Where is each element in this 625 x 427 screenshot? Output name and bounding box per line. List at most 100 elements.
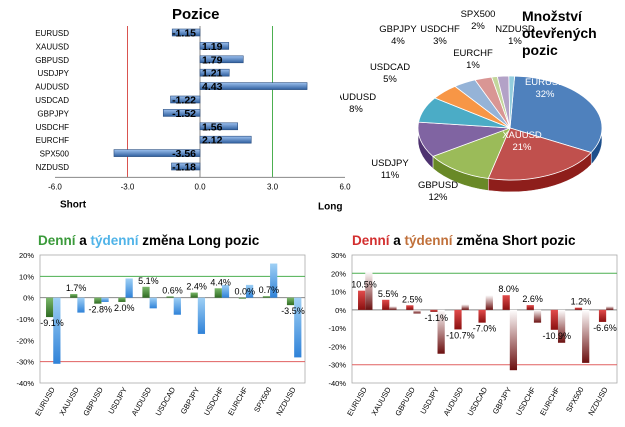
pie-label-name: USDCHF: [420, 24, 460, 35]
y-tick-label: -10%: [16, 315, 34, 324]
data-label: 0.6%: [162, 285, 183, 295]
data-label: -10.7%: [446, 330, 475, 340]
y-tick-label: -20%: [328, 342, 346, 351]
plot-area: [351, 254, 618, 384]
category-label: USDCHF: [36, 123, 69, 132]
weekly-bar: [197, 297, 206, 334]
data-label: 5.5%: [378, 289, 399, 299]
x-tick-label: 3.0: [267, 182, 279, 191]
pie-label-name: GBPJPY: [379, 24, 417, 35]
data-label: 2.5%: [402, 294, 423, 304]
pie-label-name: EURCHF: [453, 48, 493, 59]
pie-label-name: EURUSD: [525, 77, 565, 88]
category-label: EURCHF: [36, 136, 69, 145]
x-tick-label: 6.0: [339, 182, 351, 191]
category-label: NZDUSD: [274, 385, 298, 417]
data-label: 1.56: [202, 121, 223, 133]
x-tick-label: -3.0: [121, 182, 135, 191]
daily-bar: [142, 286, 150, 298]
weekly-bar: [413, 309, 421, 314]
y-tick-label: -40%: [328, 379, 346, 388]
pie-label-value: 12%: [428, 192, 448, 203]
long-change-title: Denní a týdenní změna Long pozic: [38, 233, 259, 248]
weekly-bar: [606, 306, 614, 310]
category-label: GBPJPY: [179, 386, 202, 416]
title-and-word: a: [389, 233, 405, 248]
daily-bar: [550, 309, 558, 330]
pie-label-value: 8%: [349, 104, 363, 115]
y-tick-label: -20%: [16, 336, 34, 345]
pie-slice: [432, 127, 511, 179]
category-label: SPX500: [252, 386, 274, 414]
category-label: NZDUSD: [586, 385, 610, 417]
daily-bar: [430, 309, 438, 312]
short-change-chart: 30% 20% 10% 0% -10% -20% -30% -40% 10.5% EURUSD 5.…: [328, 251, 618, 417]
y-tick-label: 0%: [23, 294, 34, 303]
daily-bar: [262, 296, 271, 298]
weekly-bar: [509, 309, 518, 371]
weekly-bar: [245, 284, 254, 298]
data-label: -9.1%: [40, 318, 64, 328]
pie-label-name: USDJPY: [371, 158, 409, 169]
category-label: USDJPY: [418, 386, 441, 416]
category-label: EURUSD: [33, 385, 57, 417]
pie-label-name: NZDUSD: [495, 24, 535, 35]
category-label: EURCHF: [538, 385, 562, 417]
data-label: 1.7%: [66, 283, 87, 293]
weekly-bar: [533, 309, 542, 323]
category-label: USDCAD: [466, 385, 490, 417]
pie-slice: [508, 75, 516, 129]
category-label: GBPUSD: [393, 385, 417, 417]
weekly-bar: [294, 297, 302, 358]
bar: [171, 162, 201, 171]
weekly-bar: [77, 297, 85, 313]
positions-chart: EURUSD -1.15 XAUUSD 1.19 GBPUSD 1.79 USDJPY 1.2…: [35, 26, 351, 212]
pie-label-name: SPX500: [461, 9, 496, 20]
weekly-bar: [53, 297, 61, 364]
data-label: -2.8%: [88, 305, 112, 315]
daily-bar: [382, 299, 390, 310]
pie-label-name: USDCAD: [370, 62, 410, 73]
weekly-bar: [365, 271, 373, 310]
data-label: -7.0%: [473, 324, 497, 334]
data-label: 2.12: [202, 135, 223, 147]
category-label: GBPJPY: [37, 109, 69, 118]
y-tick-label: -10%: [328, 324, 346, 333]
data-label: -3.56: [172, 148, 196, 160]
daily-bar: [598, 309, 607, 322]
daily-bar: [358, 290, 366, 310]
category-label: XAUUSD: [57, 385, 81, 417]
daily-bar: [454, 309, 462, 330]
y-tick-label: -30%: [16, 358, 34, 367]
data-label: 4.4%: [210, 277, 231, 287]
category-label: USDCAD: [35, 96, 69, 105]
short-change-title: Denní a týdenní změna Short pozic: [352, 233, 576, 248]
plot-area: [39, 254, 306, 384]
pie-label-name: XAUUSD: [502, 130, 542, 141]
category-label: USDCAD: [154, 385, 178, 417]
category-label: AUDUSD: [130, 385, 154, 417]
weekly-bar: [173, 297, 181, 315]
weekly-bar: [125, 278, 133, 298]
category-label: USDJPY: [37, 69, 69, 78]
category-label: SPX500: [40, 150, 70, 159]
y-tick-label: 10%: [331, 288, 346, 297]
data-label: -1.52: [172, 108, 196, 120]
weekly-bar: [437, 309, 445, 354]
daily-bar: [406, 305, 414, 310]
weekly-bar: [101, 297, 109, 302]
pie-label-value: 21%: [512, 142, 532, 153]
pie-label-value: 3%: [433, 36, 447, 47]
data-label: 2.4%: [186, 282, 207, 292]
category-label: USDCHF: [514, 385, 538, 417]
x-tick-label: -6.0: [48, 182, 62, 191]
bar: [199, 122, 239, 131]
daily-bar: [166, 296, 174, 298]
weekly-bar: [485, 295, 493, 310]
category-label: XAUUSD: [369, 385, 393, 417]
title-daily-word: Denní: [352, 233, 390, 248]
pie-slice: [487, 127, 592, 181]
data-label: 8.0%: [498, 284, 519, 294]
long-label: Long: [318, 201, 342, 212]
pie-slice: [509, 75, 603, 153]
